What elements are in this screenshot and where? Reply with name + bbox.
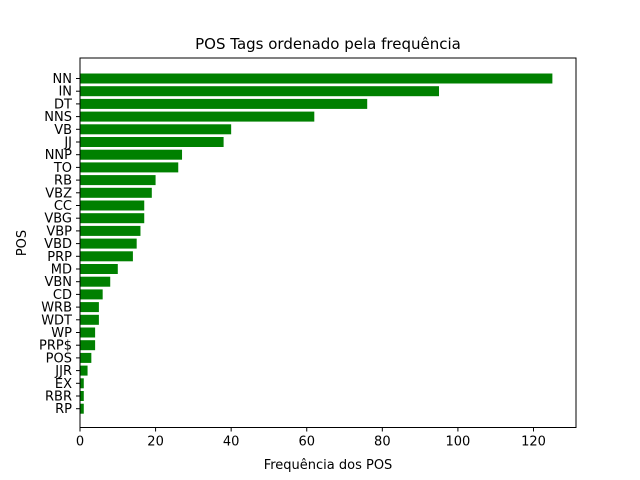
bar-cd [80, 289, 103, 300]
y-tick-label: VBN [44, 275, 72, 290]
bar-pos [80, 352, 92, 363]
y-tick-label: VBD [44, 237, 72, 252]
y-tick-label: NNP [45, 148, 72, 163]
plot-frame [79, 57, 577, 428]
x-tick-label: 80 [374, 435, 391, 450]
bar-jj [80, 137, 224, 147]
y-tick-label: WDT [41, 313, 72, 328]
bar-vbg [80, 213, 145, 224]
y-tick-label: MD [51, 263, 72, 278]
y-tick-label: VBP [46, 224, 72, 239]
x-tick-label: 0 [76, 435, 84, 450]
y-ticks-group: NNINDTNNSVBJJNNPTORBVBZCCVBGVBPVBDPRPMDV… [39, 72, 80, 417]
y-tick-label: PRP [47, 250, 72, 265]
bar-wp [80, 327, 96, 338]
bar-rp [80, 403, 84, 414]
x-axis-label: Frequência dos POS [264, 458, 393, 473]
y-tick-label: POS [46, 351, 72, 366]
chart-title: POS Tags ordenado pela frequência [195, 35, 461, 53]
bar-to [80, 162, 179, 173]
y-tick-label: VBG [44, 212, 72, 227]
bar-cc [80, 200, 145, 211]
x-tick-label: 120 [521, 435, 546, 450]
y-tick-label: WRB [41, 301, 72, 316]
bar-ex [80, 378, 84, 389]
bar-wrb [80, 302, 99, 313]
y-tick-label: RB [54, 174, 72, 189]
y-axis-label: POS [15, 230, 30, 256]
bar-wdt [80, 314, 99, 325]
y-tick-label: CD [53, 288, 72, 303]
bar-dt [80, 98, 368, 109]
y-tick-label: CC [54, 199, 72, 214]
x-tick-label: 100 [445, 435, 470, 450]
y-tick-label: NNS [44, 110, 72, 125]
bar-vbn [80, 276, 111, 287]
bar-rbr [80, 391, 84, 401]
bar-vbd [80, 238, 137, 249]
bar-jjr [80, 365, 88, 376]
y-tick-label: VBZ [45, 186, 72, 201]
bar-nnp [80, 149, 183, 160]
bar-vbz [80, 187, 152, 198]
x-ticks-group: 0 20 40 60 80 100 120 [76, 427, 546, 450]
y-tick-label: NN [53, 72, 72, 87]
bar-md [80, 264, 118, 274]
bar-in [80, 86, 440, 97]
y-tick-label: JJR [54, 364, 72, 379]
y-tick-label: RP [55, 402, 72, 417]
bar-rb [80, 175, 156, 186]
y-tick-label: VB [54, 123, 72, 138]
y-tick-label: WP [51, 326, 72, 341]
x-tick-label: 20 [147, 435, 164, 450]
y-tick-label: TO [53, 161, 72, 176]
bar-vb [80, 124, 232, 135]
y-tick-label: RBR [45, 390, 72, 405]
bar-nn [80, 73, 553, 84]
y-tick-label: EX [55, 377, 72, 392]
y-tick-label: PRP$ [39, 339, 72, 354]
bars-group [80, 73, 553, 414]
bar-prp [80, 251, 133, 262]
bar-nns [80, 111, 315, 122]
y-tick-label: JJ [63, 136, 72, 151]
y-tick-label: IN [58, 85, 72, 100]
x-tick-label: 60 [298, 435, 315, 450]
x-tick-label: 40 [223, 435, 240, 450]
bar-prp [80, 340, 96, 351]
bar-vbp [80, 225, 141, 236]
y-tick-label: DT [54, 97, 72, 112]
